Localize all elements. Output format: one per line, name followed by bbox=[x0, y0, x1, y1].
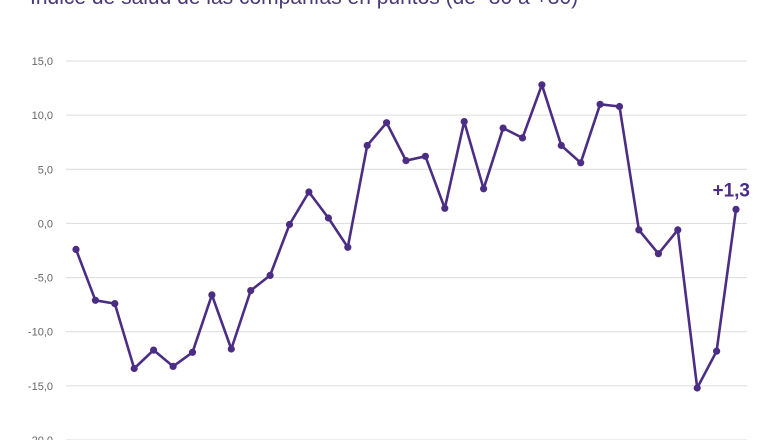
y-tick-label: 0,0 bbox=[38, 218, 53, 230]
data-point bbox=[654, 250, 663, 258]
data-point bbox=[557, 141, 565, 150]
data-point bbox=[441, 204, 449, 212]
data-point bbox=[188, 348, 197, 356]
data-point bbox=[596, 100, 604, 108]
data-point bbox=[693, 384, 701, 392]
chart-title: Índice de salud de las compañías en punt… bbox=[30, 0, 578, 10]
y-tick-label: -15,0 bbox=[28, 381, 53, 393]
data-point bbox=[402, 157, 410, 165]
data-point bbox=[577, 159, 585, 167]
data-point bbox=[615, 102, 624, 111]
y-tick-label: 15,0 bbox=[32, 56, 53, 68]
y-tick-label: 10,0 bbox=[32, 110, 53, 122]
data-point bbox=[324, 214, 332, 222]
y-tick-label: -10,0 bbox=[28, 327, 53, 339]
data-point bbox=[732, 205, 740, 213]
data-point bbox=[674, 226, 682, 234]
y-tick-label: -5,0 bbox=[34, 273, 53, 285]
data-point bbox=[480, 185, 488, 193]
data-point bbox=[713, 347, 721, 355]
data-point bbox=[383, 119, 391, 127]
data-point bbox=[518, 134, 527, 142]
data-point bbox=[460, 118, 468, 126]
data-point bbox=[111, 300, 119, 308]
data-points bbox=[72, 81, 740, 392]
data-point bbox=[344, 243, 352, 251]
y-tick-label: 5,0 bbox=[38, 164, 53, 176]
data-point bbox=[285, 220, 294, 229]
data-point bbox=[363, 141, 371, 150]
data-point bbox=[72, 245, 80, 253]
data-point bbox=[169, 362, 177, 370]
y-axis-tick-labels: 15,0 10,0 5,0 0,0 -5,0 -10,0 -15,0 -20,0 bbox=[28, 56, 53, 440]
data-point bbox=[91, 296, 99, 304]
data-point bbox=[635, 226, 643, 234]
data-point bbox=[499, 124, 507, 132]
data-point bbox=[266, 271, 274, 279]
data-point bbox=[421, 152, 429, 160]
data-point bbox=[208, 291, 216, 299]
data-point bbox=[227, 345, 235, 353]
end-value-label: +1,3 bbox=[712, 180, 750, 201]
grid-lines bbox=[66, 60, 747, 440]
data-point bbox=[305, 188, 313, 196]
data-point bbox=[247, 287, 255, 295]
data-point bbox=[538, 81, 546, 89]
data-point bbox=[150, 346, 158, 354]
data-series bbox=[74, 83, 738, 390]
data-point bbox=[130, 364, 138, 373]
series-line bbox=[74, 83, 738, 390]
y-tick-label: -20,0 bbox=[28, 435, 53, 440]
